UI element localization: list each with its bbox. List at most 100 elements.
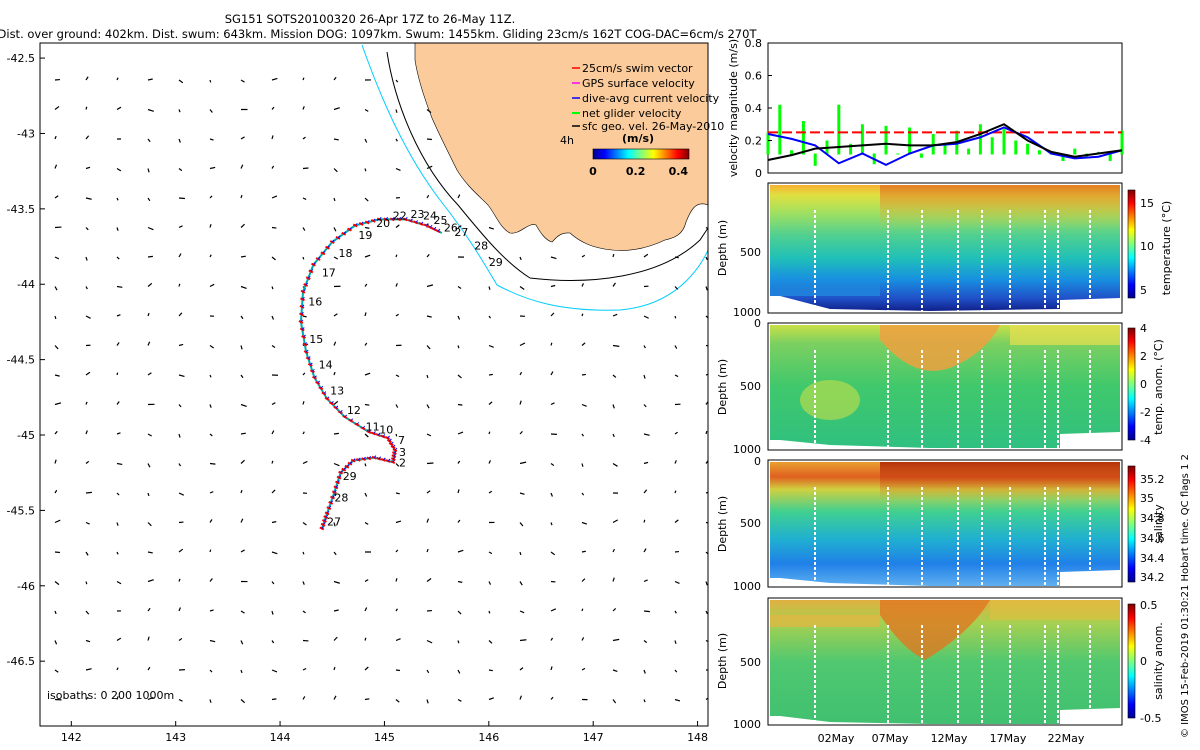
dive-label: 13 xyxy=(330,384,344,397)
surface-velocity-arrow xyxy=(364,226,370,229)
surface-velocity-arrow xyxy=(116,462,123,466)
surface-velocity-arrow xyxy=(333,522,336,527)
map-x-tick-label: 144 xyxy=(270,731,291,744)
surface-velocity-arrow xyxy=(705,400,708,405)
surface-velocity-arrow xyxy=(302,667,307,671)
surface-velocity-arrow xyxy=(457,374,462,379)
dive-avg-vector xyxy=(383,457,386,461)
dive-avg-vector xyxy=(429,224,433,228)
surface-velocity-arrow xyxy=(271,165,275,169)
surface-velocity-arrow xyxy=(85,696,89,700)
dive-avg-vector xyxy=(362,425,366,429)
surface-velocity-arrow xyxy=(271,698,277,701)
map-y-tick-label: -42.5 xyxy=(7,52,35,65)
dive-avg-vector xyxy=(377,432,381,436)
legend-geo: sfc geo. vel. 26-May-2010 xyxy=(582,120,724,133)
surface-velocity-arrow xyxy=(395,404,399,408)
dive-avg-vector xyxy=(357,457,361,461)
surface-velocity-arrow xyxy=(457,519,461,523)
surface-velocity-arrow xyxy=(85,286,88,290)
surface-velocity-arrow xyxy=(612,638,620,642)
surface-velocity-arrow xyxy=(116,314,121,317)
anom-cb-2: 2 xyxy=(1140,350,1147,363)
anom-cb-0: 0 xyxy=(1140,378,1147,391)
dive-avg-vector xyxy=(352,458,356,461)
swim-vectors xyxy=(298,217,441,531)
surface-velocity-arrow xyxy=(240,285,247,290)
surface-velocity-arrow xyxy=(116,167,122,172)
net-glider-velocity-bar xyxy=(1026,143,1030,155)
surface-velocity-arrow xyxy=(178,109,181,113)
surface-velocity-arrow xyxy=(302,522,307,526)
dive-avg-vector xyxy=(390,441,394,445)
surface-velocity-arrow xyxy=(488,640,493,644)
surface-velocity-arrow xyxy=(240,164,244,169)
anom-colorbar xyxy=(1127,327,1136,441)
surface-velocity-arrow xyxy=(333,107,340,111)
surface-velocity-arrow xyxy=(395,374,400,378)
dive-label: 16 xyxy=(308,295,322,308)
dive-avg-vector xyxy=(309,362,313,366)
figure-subtitle: Dist. over ground: 402km. Dist. swum: 64… xyxy=(0,27,757,41)
surface-velocity-arrow xyxy=(271,521,277,524)
surface-velocity-arrow xyxy=(209,283,215,288)
surface-velocity-arrow xyxy=(426,374,429,379)
surface-velocity-arrow xyxy=(395,79,399,83)
dive-avg-vector xyxy=(378,217,382,220)
sal-cb-348: 34.8 xyxy=(1140,512,1165,525)
surface-velocity-arrow xyxy=(488,373,493,376)
net-glider-velocity-bar xyxy=(990,137,994,155)
dive-avg-vector xyxy=(301,312,304,315)
net-glider-velocity-bar xyxy=(1073,148,1077,155)
anom-ytick-1000: 1000 xyxy=(733,443,761,456)
surface-velocity-arrow xyxy=(333,313,338,317)
surface-velocity-arrow xyxy=(178,578,181,582)
dive-avg-vector xyxy=(354,223,358,226)
anomaly-data-gaps xyxy=(814,350,1091,448)
surface-velocity-arrow xyxy=(116,401,120,405)
surface-velocity-arrow xyxy=(54,135,57,140)
surface-velocity-arrow xyxy=(395,492,400,495)
surface-velocity-arrow xyxy=(209,138,214,141)
surface-velocity-arrow xyxy=(333,197,336,202)
surface-velocity-arrow xyxy=(178,168,183,172)
sal-ytick-1000: 1000 xyxy=(733,580,761,593)
dive-label: 27 xyxy=(327,515,341,528)
surface-velocity-arrow xyxy=(240,403,247,408)
dive-avg-vector xyxy=(321,526,325,529)
surface-velocity-arrow xyxy=(457,610,462,615)
net-glider-velocity-bar xyxy=(943,143,947,155)
surface-velocity-arrow xyxy=(240,432,246,435)
map-y-tick-label: -44 xyxy=(17,278,35,291)
surface-velocity-arrow xyxy=(271,489,276,494)
surface-velocity-arrow xyxy=(209,345,215,349)
surface-velocity-arrow xyxy=(116,197,119,201)
velocity-ylabel: velocity magnitude (m/s) xyxy=(727,39,740,177)
dive-avg-vector xyxy=(350,418,354,422)
surface-velocity-arrow xyxy=(550,463,555,467)
surface-velocity-arrow xyxy=(488,286,491,290)
velocity-panel: 0 0.2 0.4 0.6 0.8 velocity magnitude (m/s) xyxy=(727,37,1124,180)
surface-velocity-arrow xyxy=(519,639,527,642)
surface-velocity-arrow xyxy=(426,433,432,437)
surface-velocity-arrow xyxy=(488,581,492,585)
dive-label: 12 xyxy=(347,404,361,417)
surface-velocity-arrow xyxy=(550,312,555,317)
surface-velocity-arrow xyxy=(395,224,400,228)
surface-velocity-arrow xyxy=(85,315,91,319)
surface-velocity-arrow xyxy=(116,106,122,111)
surface-velocity-arrow xyxy=(426,639,433,644)
surface-velocity-arrow xyxy=(85,430,88,435)
surface-velocity-arrow xyxy=(147,226,154,231)
surface-velocity-arrow xyxy=(364,637,367,641)
surface-velocity-arrow xyxy=(271,195,278,199)
net-glider-velocity-bar xyxy=(967,148,971,155)
surface-velocity-arrow xyxy=(333,666,336,671)
surface-velocity-arrow xyxy=(550,666,553,671)
surface-velocity-arrow xyxy=(85,401,88,405)
dive-label: 29 xyxy=(343,470,357,483)
surface-velocity-arrow xyxy=(271,344,276,348)
surface-velocity-arrow xyxy=(705,315,708,319)
surface-velocity-arrow xyxy=(674,256,679,259)
dive-avg-vector xyxy=(360,221,364,225)
